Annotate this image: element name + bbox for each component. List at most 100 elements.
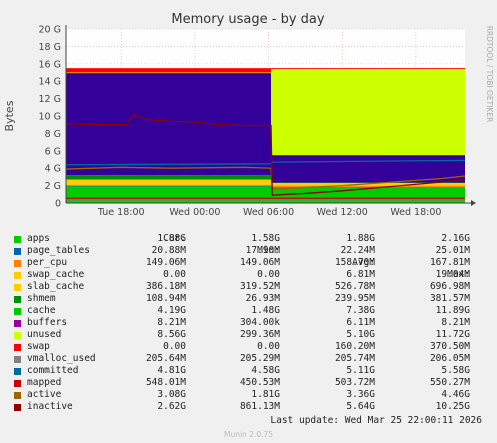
y-tick-label: 12 G <box>39 94 61 105</box>
y-tick-label: 10 G <box>39 112 61 123</box>
legend-cur: 4.81G <box>157 365 186 376</box>
legend-min: 4.58G <box>251 365 280 376</box>
legend-swatch <box>14 260 21 267</box>
legend-min: 304.00k <box>239 317 280 328</box>
legend-name: buffers <box>27 317 68 328</box>
legend-swatch <box>14 380 21 387</box>
legend-avg: 205.74M <box>334 353 375 364</box>
legend-swatch <box>14 344 21 351</box>
area-swap <box>66 68 272 73</box>
legend-max: 11.72G <box>435 329 470 340</box>
memory-chart: Memory usage - by day Bytes RRDTOOL / TO… <box>3 12 494 218</box>
legend-row: inactive 2.62G 861.13M 5.64G 10.25G <box>12 401 482 413</box>
area-apps <box>271 187 465 203</box>
y-tick-label: 2 G <box>45 181 61 192</box>
y-tick-label: 18 G <box>39 42 61 53</box>
last-update-text: Last update: Wed Mar 25 22:00:11 2026 <box>270 415 482 426</box>
legend-avg: 3.36G <box>346 389 375 400</box>
legend-row: unused 8.56G 299.36M 5.10G 11.72G <box>12 329 482 341</box>
stacked-areas <box>66 68 465 203</box>
legend-name: vmalloc_used <box>27 353 96 364</box>
legend-min: 1.58G <box>251 233 280 244</box>
legend-max: 5.58G <box>441 365 470 376</box>
legend-cur: 149.06M <box>145 257 186 268</box>
legend-swatch <box>14 332 21 339</box>
legend-row: active 3.08G 1.81G 3.36G 4.46G <box>12 389 482 401</box>
legend-avg: 158.70M <box>334 257 375 268</box>
legend-max: 10.25G <box>435 401 470 412</box>
legend-swatch <box>14 272 21 279</box>
legend-min: 861.13M <box>239 401 280 412</box>
legend-avg: 6.81M <box>346 269 375 280</box>
legend-cur: 8.21M <box>157 317 186 328</box>
legend-name: apps <box>27 233 50 244</box>
legend-row: shmem 108.94M 26.93M 239.95M 381.57M <box>12 293 482 305</box>
legend-min: 0.00 <box>257 269 280 280</box>
y-tick-label: 0 <box>55 199 61 210</box>
legend-name: inactive <box>27 401 73 412</box>
legend-row: per_cpu 149.06M 149.06M 158.70M 167.81M <box>12 257 482 269</box>
legend-swatch <box>14 356 21 363</box>
legend-avg: 5.11G <box>346 365 375 376</box>
legend-cur: 386.18M <box>145 281 186 292</box>
legend-max: 2.16G <box>441 233 470 244</box>
legend-name: swap_cache <box>27 269 85 280</box>
legend-max: 19.04M <box>435 269 470 280</box>
legend-row: page_tables 20.88M 17.90M 22.24M 25.01M <box>12 245 482 257</box>
legend-name: cache <box>27 305 56 316</box>
area-unused <box>271 69 465 156</box>
legend-max: 11.89G <box>435 305 470 316</box>
legend-swatch <box>14 308 21 315</box>
legend-swatch <box>14 404 21 411</box>
legend-swatch <box>14 392 21 399</box>
legend-avg: 239.95M <box>334 293 375 304</box>
legend-swatch <box>14 296 21 303</box>
legend-cur: 548.01M <box>145 377 186 388</box>
area-per_cpu <box>66 184 272 187</box>
legend-avg: 160.20M <box>334 341 375 352</box>
legend-name: unused <box>27 329 62 340</box>
legend-row: vmalloc_used 205.64M 205.29M 205.74M 206.05M <box>12 353 482 365</box>
legend-min: 1.48G <box>251 305 280 316</box>
legend-min: 205.29M <box>239 353 280 364</box>
y-tick-label: 14 G <box>39 77 61 88</box>
legend-min: 0.00 <box>257 341 280 352</box>
legend-row: buffers 8.21M 304.00k 6.11M 8.21M <box>12 317 482 329</box>
legend-max: 550.27M <box>429 377 470 388</box>
legend-max: 167.81M <box>429 257 470 268</box>
legend-row: apps 1.88G 1.58G 1.88G 2.16G <box>12 233 482 245</box>
y-tick-label: 20 G <box>39 25 61 36</box>
legend-max: 381.57M <box>429 293 470 304</box>
munin-version: Munin 2.0.75 <box>223 430 274 439</box>
legend-swatch <box>14 320 21 327</box>
area-per_cpu <box>271 185 465 187</box>
area-cache <box>271 155 465 183</box>
legend-max: 206.05M <box>429 353 470 364</box>
area-apps <box>66 186 272 203</box>
header-min: Min: <box>257 245 280 256</box>
legend-min: 17.90M <box>245 245 280 256</box>
axes: 0 2 G 4 G 6 G 8 G 10 G 12 G 14 G 16 G 18 G 20 G Tue… <box>39 25 476 218</box>
legend-cur: 108.94M <box>145 293 186 304</box>
rrdtool-credit: RRDTOOL / TOBI OETIKER <box>485 26 494 123</box>
legend-cur: 1.88G <box>157 233 186 244</box>
legend-cur: 20.88M <box>151 245 186 256</box>
legend-name: slab_cache <box>27 281 85 292</box>
line-inactive <box>65 113 466 196</box>
line-series <box>65 113 466 202</box>
legend-avg: 526.78M <box>334 281 375 292</box>
legend-cur: 8.56G <box>157 329 186 340</box>
area-swap_cache <box>66 183 272 185</box>
legend-min: 319.52M <box>239 281 280 292</box>
legend-row: swap_cache 0.00 0.00 6.81M 19.04M <box>12 269 482 281</box>
legend-swatch <box>14 248 21 255</box>
legend-avg: 503.72M <box>334 377 375 388</box>
y-tick-label: 16 G <box>39 59 61 70</box>
legend-avg: 5.64G <box>346 401 375 412</box>
legend-min: 450.53M <box>239 377 280 388</box>
legend-row: swap 0.00 0.00 160.20M 370.50M <box>12 341 482 353</box>
legend-avg: 7.38G <box>346 305 375 316</box>
legend-cur: 2.62G <box>157 401 186 412</box>
legend-avg: 1.88G <box>346 233 375 244</box>
